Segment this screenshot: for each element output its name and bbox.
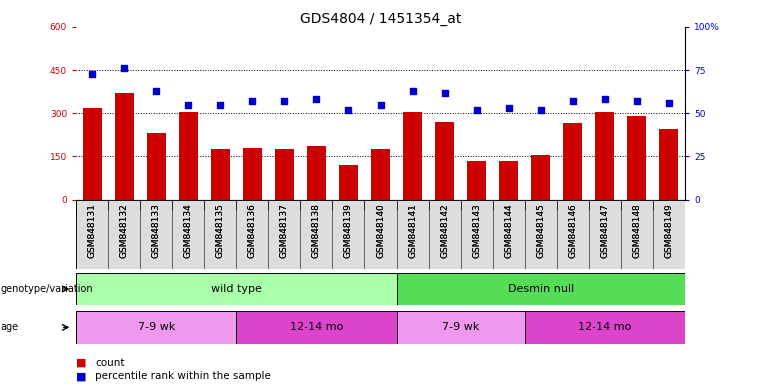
Text: GSM848135: GSM848135 bbox=[216, 203, 224, 258]
Text: age: age bbox=[1, 322, 19, 333]
Text: GSM848139: GSM848139 bbox=[344, 203, 353, 258]
Point bbox=[470, 107, 482, 113]
Text: GSM848145: GSM848145 bbox=[537, 203, 545, 258]
Text: GSM848149: GSM848149 bbox=[664, 203, 673, 258]
Text: GSM848137: GSM848137 bbox=[280, 203, 289, 258]
Point bbox=[279, 98, 291, 104]
Bar bbox=[243, 148, 262, 200]
Point bbox=[438, 89, 451, 96]
Bar bbox=[531, 155, 550, 200]
Point bbox=[118, 65, 130, 71]
Text: GSM848137: GSM848137 bbox=[280, 203, 289, 258]
Text: count: count bbox=[95, 358, 125, 368]
Bar bbox=[307, 146, 326, 200]
Text: GSM848145: GSM848145 bbox=[537, 203, 545, 258]
Bar bbox=[115, 93, 134, 200]
Point bbox=[631, 98, 643, 104]
Bar bbox=[147, 134, 166, 200]
Bar bbox=[339, 165, 358, 200]
Bar bbox=[179, 112, 198, 200]
Text: ■: ■ bbox=[76, 358, 87, 368]
Point bbox=[567, 98, 579, 104]
Text: GSM848132: GSM848132 bbox=[119, 203, 129, 258]
Text: GSM848135: GSM848135 bbox=[216, 203, 224, 258]
Point bbox=[406, 88, 419, 94]
Text: GSM848141: GSM848141 bbox=[408, 203, 417, 258]
Text: GSM848146: GSM848146 bbox=[568, 203, 578, 258]
Text: GSM848144: GSM848144 bbox=[505, 203, 513, 258]
Text: GSM848133: GSM848133 bbox=[151, 203, 161, 258]
Text: 7-9 wk: 7-9 wk bbox=[442, 322, 479, 333]
Point bbox=[214, 101, 226, 108]
Text: GSM848138: GSM848138 bbox=[312, 203, 321, 258]
Text: GSM848138: GSM848138 bbox=[312, 203, 321, 258]
Text: GSM848147: GSM848147 bbox=[600, 203, 610, 258]
FancyBboxPatch shape bbox=[76, 311, 237, 344]
Text: GSM848131: GSM848131 bbox=[88, 203, 97, 258]
Point bbox=[502, 105, 514, 111]
Bar bbox=[275, 149, 294, 200]
FancyBboxPatch shape bbox=[76, 200, 685, 269]
Point bbox=[599, 96, 611, 103]
Text: wild type: wild type bbox=[211, 284, 262, 294]
Text: GSM848148: GSM848148 bbox=[632, 203, 642, 258]
Text: GSM848140: GSM848140 bbox=[376, 203, 385, 258]
Text: GSM848132: GSM848132 bbox=[119, 203, 129, 258]
Text: GSM848146: GSM848146 bbox=[568, 203, 578, 258]
Bar bbox=[82, 108, 102, 200]
Text: GSM848136: GSM848136 bbox=[248, 203, 256, 258]
Text: GSM848139: GSM848139 bbox=[344, 203, 353, 258]
Point bbox=[182, 101, 194, 108]
Point bbox=[535, 107, 547, 113]
Text: GSM848142: GSM848142 bbox=[440, 203, 449, 258]
Bar bbox=[595, 112, 614, 200]
Text: percentile rank within the sample: percentile rank within the sample bbox=[95, 371, 271, 381]
Text: GSM848143: GSM848143 bbox=[472, 203, 481, 258]
Point bbox=[86, 71, 98, 77]
Text: GSM848149: GSM848149 bbox=[664, 203, 673, 258]
Text: GSM848144: GSM848144 bbox=[505, 203, 513, 258]
Text: GSM848140: GSM848140 bbox=[376, 203, 385, 258]
FancyBboxPatch shape bbox=[237, 311, 396, 344]
Point bbox=[374, 101, 387, 108]
Title: GDS4804 / 1451354_at: GDS4804 / 1451354_at bbox=[300, 12, 461, 26]
Bar bbox=[435, 122, 454, 200]
Text: GSM848142: GSM848142 bbox=[440, 203, 449, 258]
Bar bbox=[211, 149, 230, 200]
Text: GSM848136: GSM848136 bbox=[248, 203, 256, 258]
Bar bbox=[499, 161, 518, 200]
Bar bbox=[659, 129, 679, 200]
Point bbox=[342, 107, 355, 113]
FancyBboxPatch shape bbox=[396, 311, 524, 344]
Text: ■: ■ bbox=[76, 371, 87, 381]
Bar bbox=[467, 161, 486, 200]
Text: GSM848133: GSM848133 bbox=[151, 203, 161, 258]
Point bbox=[310, 96, 323, 103]
Bar bbox=[371, 149, 390, 200]
Text: GSM848131: GSM848131 bbox=[88, 203, 97, 258]
Text: Desmin null: Desmin null bbox=[508, 284, 574, 294]
Text: GSM848147: GSM848147 bbox=[600, 203, 610, 258]
FancyBboxPatch shape bbox=[524, 311, 685, 344]
Text: 12-14 mo: 12-14 mo bbox=[578, 322, 632, 333]
Text: GSM848143: GSM848143 bbox=[472, 203, 481, 258]
Text: GSM848141: GSM848141 bbox=[408, 203, 417, 258]
FancyBboxPatch shape bbox=[396, 273, 685, 305]
Bar bbox=[403, 112, 422, 200]
Point bbox=[247, 98, 259, 104]
Text: GSM848134: GSM848134 bbox=[183, 203, 193, 258]
Bar bbox=[627, 116, 646, 200]
Text: genotype/variation: genotype/variation bbox=[1, 284, 94, 294]
Point bbox=[150, 88, 162, 94]
Text: 12-14 mo: 12-14 mo bbox=[290, 322, 343, 333]
Text: GSM848148: GSM848148 bbox=[632, 203, 642, 258]
FancyBboxPatch shape bbox=[76, 273, 396, 305]
Text: GSM848134: GSM848134 bbox=[183, 203, 193, 258]
Text: 7-9 wk: 7-9 wk bbox=[138, 322, 175, 333]
Bar bbox=[563, 123, 582, 200]
Point bbox=[663, 100, 675, 106]
